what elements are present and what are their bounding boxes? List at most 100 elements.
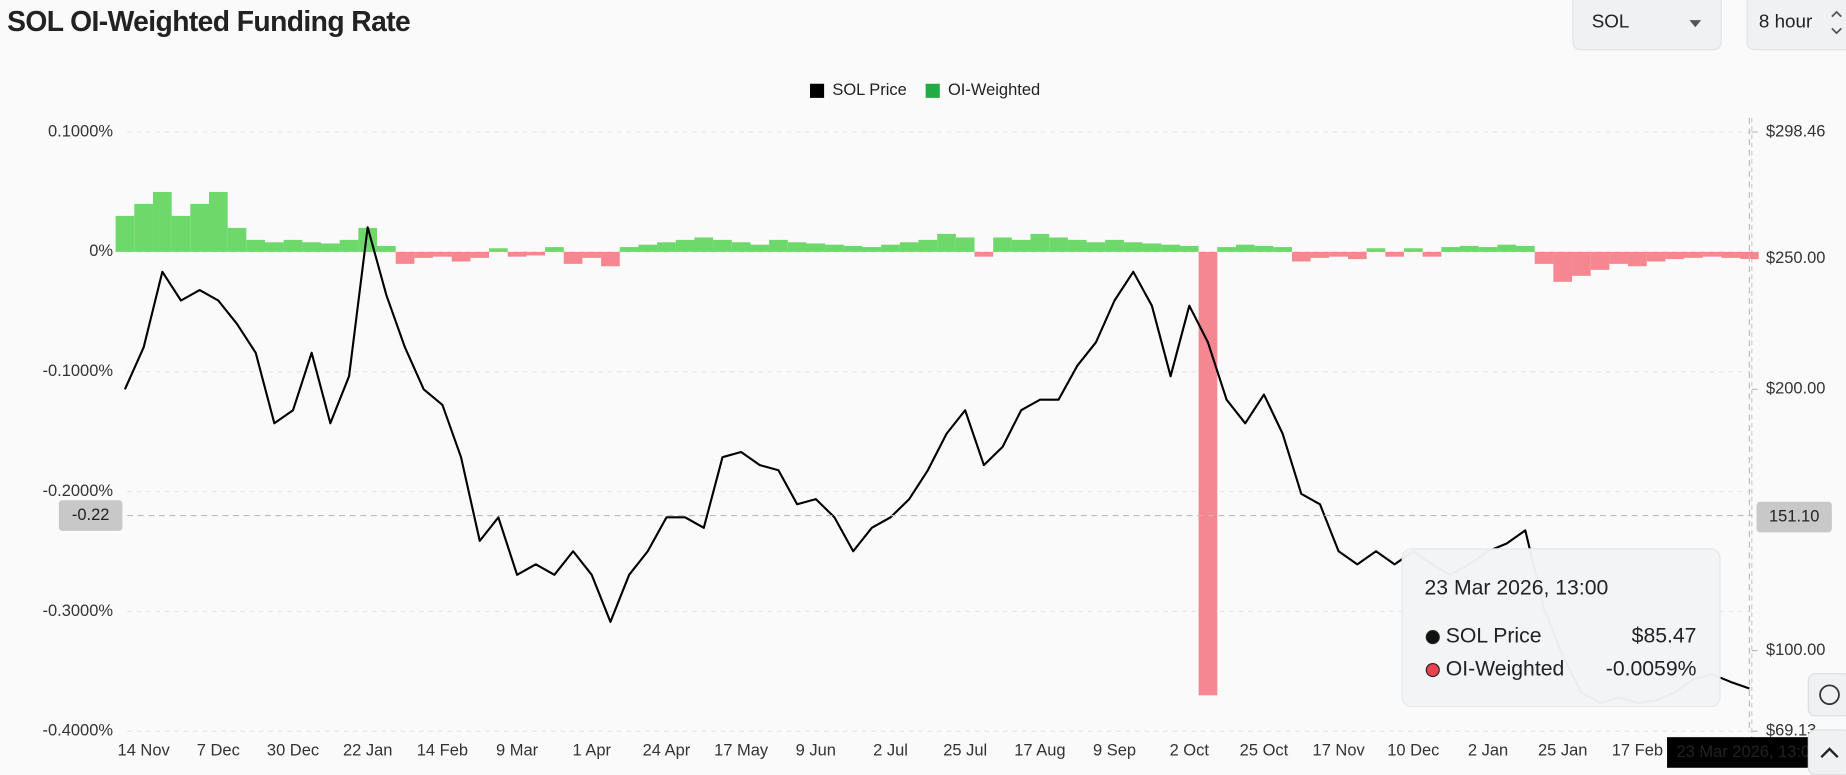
coin-select-label: SOL — [1592, 11, 1630, 32]
funding-bar — [657, 242, 676, 252]
x-tick-label: 9 Jun — [796, 742, 836, 760]
funding-bar — [1217, 247, 1236, 252]
funding-bar — [1534, 251, 1554, 264]
funding-bar — [1460, 245, 1479, 252]
tooltip-label: OI-Weighted — [1446, 658, 1565, 681]
x-tick-label: 17 Nov — [1313, 742, 1366, 760]
y-tick-label: -0.3000% — [43, 602, 114, 620]
funding-bar — [694, 237, 714, 252]
funding-bar — [1590, 251, 1610, 270]
x-tick-label: 9 Sep — [1093, 742, 1136, 760]
funding-bar — [843, 245, 863, 252]
funding-bar — [1422, 251, 1442, 257]
interval-select[interactable] — [1746, 0, 1846, 51]
funding-bar — [1385, 251, 1404, 257]
funding-bar — [731, 242, 751, 252]
funding-bar — [1049, 237, 1068, 252]
funding-bar — [806, 243, 826, 252]
x-tick-label: 2 Oct — [1170, 742, 1210, 760]
scroll-top-icon — [1820, 747, 1839, 759]
tooltip-label: SOL Price — [1446, 625, 1542, 648]
funding-bar — [377, 245, 396, 252]
crosshair-x-label: 23 Mar 2026, 13:00 — [1676, 743, 1819, 761]
funding-bar — [171, 215, 191, 252]
x-tick-label: 14 Nov — [118, 742, 171, 760]
funding-bar — [974, 251, 994, 257]
funding-bar — [1105, 239, 1124, 252]
funding-bar — [899, 242, 919, 252]
funding-bar — [937, 233, 956, 252]
funding-bar — [470, 251, 490, 258]
y-tick-label: 0% — [89, 242, 113, 260]
funding-bar — [862, 247, 882, 252]
funding-bar — [1273, 247, 1292, 252]
funding-bar — [619, 247, 639, 252]
funding-bar — [1198, 251, 1218, 696]
y-tick-label: -0.2000% — [43, 482, 114, 500]
legend-swatch — [809, 83, 825, 98]
funding-bar — [1403, 248, 1423, 252]
x-tick-label: 30 Dec — [267, 742, 319, 760]
x-tick-label: 17 May — [714, 742, 769, 760]
funding-bar — [1702, 251, 1722, 257]
funding-bar — [955, 237, 975, 252]
plot-area: 0.1000% 0% -0.1000% -0.2000% -0.3000% -0.4000… — [43, 81, 1832, 768]
funding-bar — [1291, 251, 1311, 262]
funding-bar — [1684, 251, 1703, 258]
legend-label: SOL Price — [832, 81, 906, 99]
funding-bar — [489, 248, 508, 252]
tooltip-value: -0.0059% — [1606, 658, 1697, 681]
funding-bar — [563, 251, 583, 264]
funding-bar — [750, 244, 770, 252]
x-tick-label: 17 Feb — [1612, 742, 1663, 760]
funding-bar — [1235, 244, 1255, 252]
x-tick-label: 25 Jan — [1538, 742, 1587, 760]
chart-title: SOL OI-Weighted Funding Rate — [7, 5, 410, 37]
funding-bar — [825, 244, 844, 252]
funding-bar — [414, 251, 434, 258]
tooltip-value: $85.47 — [1632, 625, 1697, 648]
funding-bar — [152, 191, 172, 252]
x-tick-label: 25 Oct — [1240, 742, 1289, 760]
crosshair-y-label: -0.22 — [72, 506, 110, 524]
funding-bar — [283, 239, 303, 252]
funding-bar — [881, 244, 900, 252]
x-tick-label: 24 Apr — [643, 742, 691, 760]
funding-bar — [433, 251, 452, 257]
funding-bar — [302, 242, 322, 252]
y2-tick-label: $200.00 — [1766, 380, 1826, 398]
funding-bar — [134, 203, 153, 252]
funding-bar — [1740, 251, 1759, 259]
funding-bar — [246, 239, 265, 252]
funding-bar — [1142, 243, 1162, 252]
funding-bar — [1347, 251, 1367, 260]
reset-button[interactable] — [1807, 672, 1846, 717]
x-tick-label: 9 Mar — [496, 742, 539, 760]
funding-bar — [1310, 251, 1330, 258]
coin-select[interactable] — [1572, 0, 1722, 51]
funding-bar — [1011, 239, 1031, 252]
funding-bar — [507, 251, 527, 257]
funding-bar — [1665, 251, 1685, 260]
tooltip-title: 23 Mar 2026, 13:00 — [1425, 576, 1609, 599]
funding-bar — [526, 251, 546, 256]
funding-bar — [1366, 248, 1386, 252]
crosshair-y2-badge — [1756, 501, 1832, 533]
crosshair-y2-label: 151.10 — [1769, 507, 1819, 525]
funding-bar — [190, 203, 209, 252]
funding-bar — [227, 227, 247, 252]
stepper-icon — [1831, 10, 1842, 35]
funding-bar — [787, 242, 807, 252]
funding-bar — [395, 251, 415, 264]
funding-bar — [582, 251, 602, 258]
x-tick-label: 17 Aug — [1014, 742, 1065, 760]
funding-bar — [1628, 251, 1647, 267]
funding-bar — [1179, 245, 1199, 252]
x-tick-label: 22 Jan — [343, 742, 392, 760]
x-tick-label: 14 Feb — [417, 742, 468, 760]
legend-swatch — [925, 83, 940, 98]
y2-tick-label: $250.00 — [1766, 249, 1826, 267]
y2-tick-label: $100.00 — [1766, 641, 1826, 659]
